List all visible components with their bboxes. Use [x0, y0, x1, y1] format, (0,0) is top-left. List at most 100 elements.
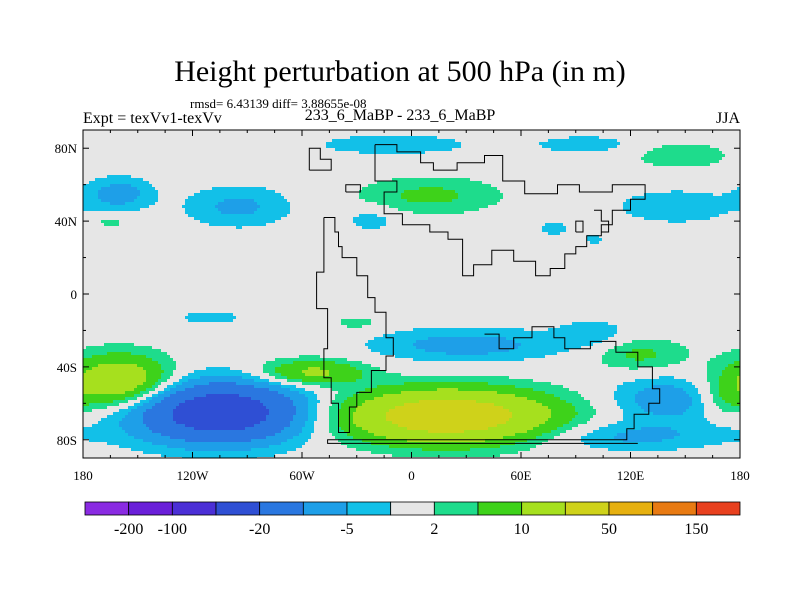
contour-cell: [707, 370, 723, 374]
contour-cell: [83, 313, 189, 317]
contour-cell: [281, 442, 306, 446]
contour-cell: [722, 442, 741, 446]
continent-outline: [594, 209, 610, 233]
contour-cell: [194, 397, 252, 401]
contour-cell: [488, 205, 624, 209]
contour-cell: [521, 343, 594, 347]
x-axis: 180 120W 60W 0 60E 120E 180: [73, 130, 750, 483]
colorbar-label: -5: [340, 521, 353, 538]
contour-cell: [488, 382, 552, 386]
contour-cell: [161, 367, 177, 371]
contour-cell: [563, 385, 618, 389]
contour-cell: [350, 364, 372, 368]
contour-cell: [83, 328, 414, 332]
contour-cell: [365, 343, 414, 347]
contour-cell: [278, 391, 300, 395]
contour-cell: [737, 379, 741, 383]
contour-cell: [353, 418, 387, 422]
contour-cell: [152, 442, 282, 446]
contour-cell: [260, 376, 276, 380]
contour-cell: [158, 385, 168, 389]
contour-cell: [617, 433, 681, 437]
colorbar-swatch: [695, 501, 741, 516]
contour-cell: [83, 352, 108, 356]
contour-cell: [569, 421, 588, 425]
contour-cell: [452, 199, 501, 203]
contour-cell: [83, 433, 129, 437]
chart-title: Height perturbation at 500 hPa (in m): [174, 55, 626, 88]
contour-cell: [575, 409, 597, 413]
contour-cell: [599, 241, 741, 245]
contour-cell: [158, 379, 168, 383]
contour-cell: [371, 451, 519, 455]
contour-cell: [404, 382, 489, 386]
contour-cell: [308, 439, 339, 443]
contour-cell: [707, 364, 729, 368]
colorbar-swatch: [652, 501, 697, 516]
contour-cell: [419, 400, 477, 404]
contour-cell: [143, 421, 177, 425]
contour-cell: [671, 190, 684, 194]
contour-cell: [722, 373, 741, 377]
contour-cell: [188, 214, 288, 218]
contour-cell: [341, 427, 363, 431]
contour-cell: [83, 298, 741, 302]
contour-cell: [590, 241, 600, 245]
colorbar-swatch: [171, 501, 217, 516]
contour-cell: [641, 406, 690, 410]
contour-cell: [662, 439, 741, 443]
contour-cell: [170, 388, 186, 392]
contour-cell: [710, 358, 741, 362]
contour-cell: [275, 367, 309, 371]
contour-cell: [128, 406, 138, 410]
contour-cell: [686, 391, 699, 395]
contour-cell: [308, 406, 318, 410]
contour-cell: [137, 364, 162, 368]
contour-cell: [164, 370, 174, 374]
contour-cell: [485, 439, 528, 443]
contour-cell: [389, 205, 489, 209]
contour-cell: [617, 328, 741, 332]
contour-cell: [158, 394, 171, 398]
contour-cell: [140, 400, 150, 404]
contour-cell: [275, 220, 354, 224]
contour-cell: [317, 394, 336, 398]
contour-cell: [251, 448, 297, 452]
contour-cell: [338, 415, 354, 419]
contour-cell: [329, 373, 363, 377]
contour-cell: [482, 181, 741, 185]
contour-cell: [377, 385, 516, 389]
x-tick-label: 180: [730, 468, 750, 483]
contour-cell: [194, 193, 282, 197]
contour-cell: [713, 400, 726, 404]
contour-cell: [314, 391, 339, 395]
contour-cell: [119, 445, 168, 449]
contour-cell: [623, 412, 654, 416]
contour-cell: [200, 220, 276, 224]
contour-cell: [569, 136, 600, 140]
contour-cell: [179, 379, 189, 383]
contour-cell: [314, 430, 330, 434]
contour-cell: [83, 391, 126, 395]
contour-cell: [389, 445, 501, 449]
contour-cell: [83, 322, 342, 326]
contour-cell: [98, 421, 120, 425]
contour-cell: [734, 361, 741, 365]
contour-cell: [269, 388, 291, 392]
contour-cell: [644, 193, 714, 197]
contour-cell: [722, 370, 741, 374]
contour-cell: [572, 322, 609, 326]
contour-cell: [635, 400, 693, 404]
contour-cell: [716, 355, 741, 359]
contour-cell: [83, 412, 114, 416]
contour-cell: [530, 448, 609, 452]
contour-cell: [83, 337, 375, 341]
contour-cell: [353, 220, 387, 224]
contour-cell: [380, 352, 447, 356]
contour-cell: [374, 397, 528, 401]
y-tick-label: 40S: [57, 360, 77, 375]
contour-cell: [152, 430, 282, 434]
contour-cell: [83, 181, 90, 185]
contour-cell: [479, 208, 624, 212]
contour-cell: [185, 199, 225, 203]
